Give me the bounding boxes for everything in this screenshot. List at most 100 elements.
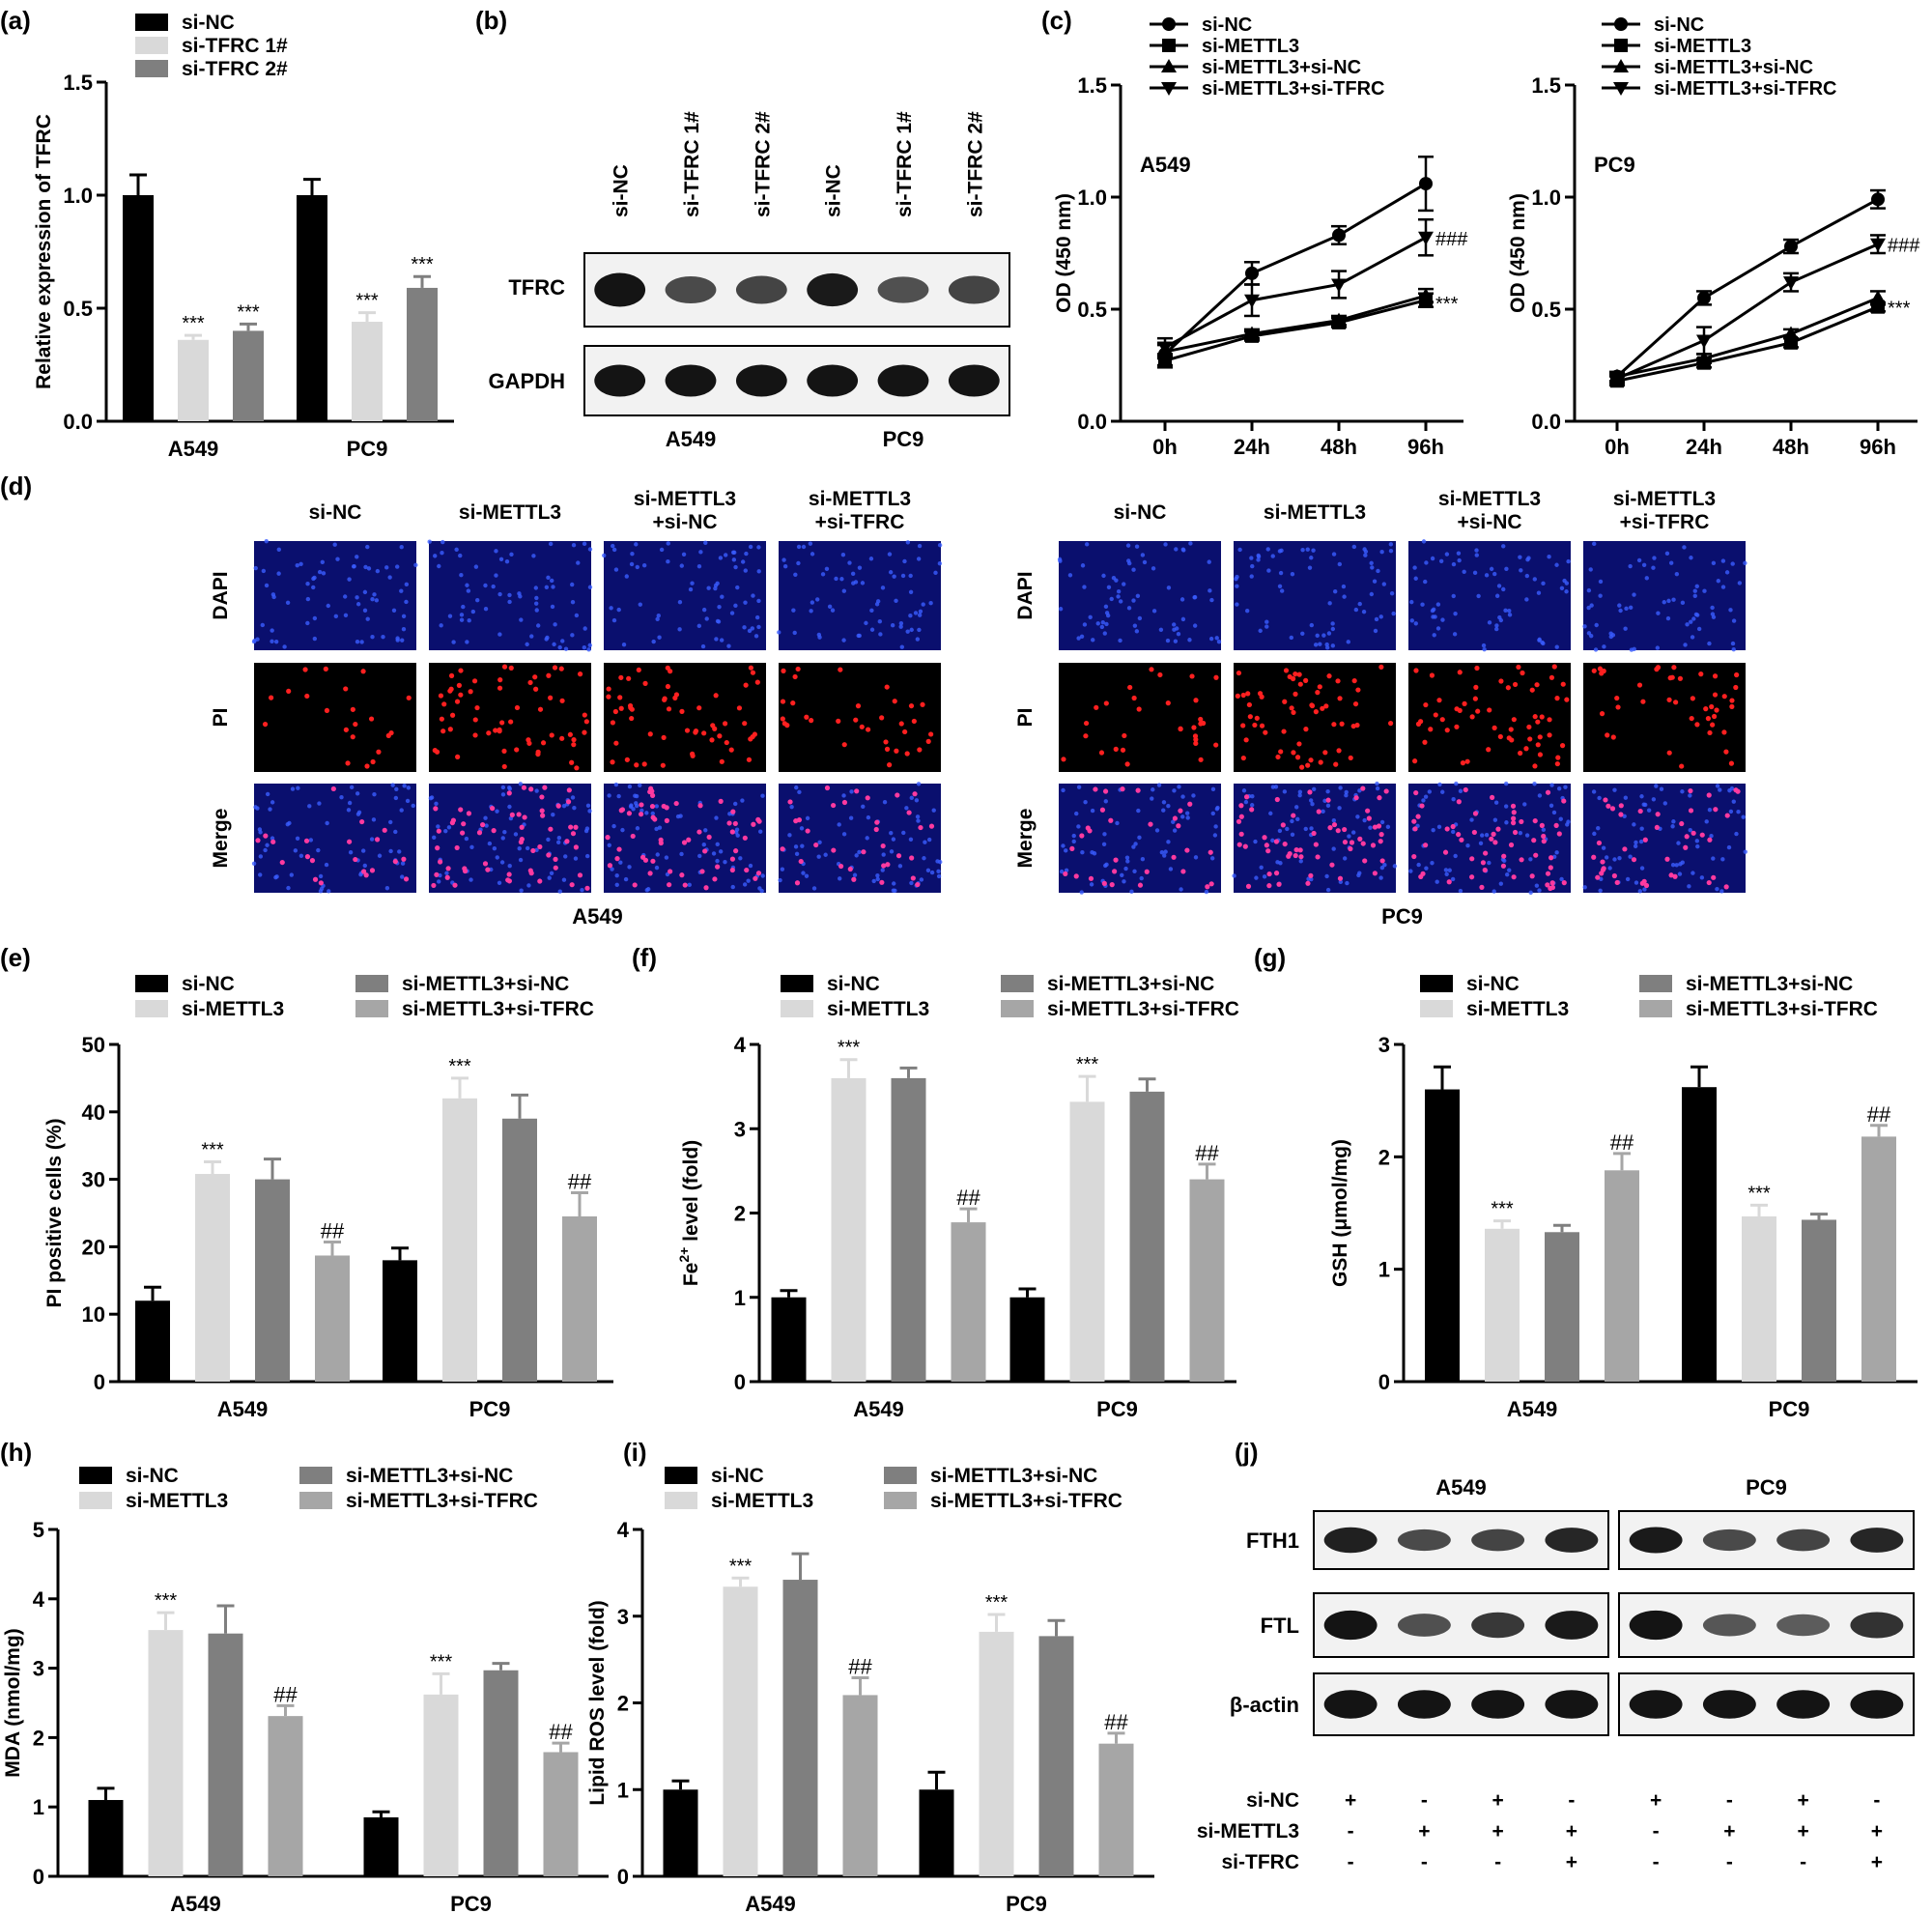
nucleus-dot (1659, 786, 1664, 791)
nucleus-dot (1116, 594, 1121, 599)
pi-dot (1723, 749, 1729, 755)
bar (891, 1077, 926, 1382)
nucleus-dot (733, 801, 738, 807)
bar (178, 339, 209, 421)
nucleus-dot (1300, 631, 1305, 636)
pi-dot (884, 746, 891, 752)
legend-swatch (884, 1492, 917, 1509)
y-axis-label: OD (450 nm) (1507, 193, 1529, 313)
nucleus-dot (1493, 800, 1499, 805)
bar (423, 1694, 459, 1876)
significance-mark: *** (155, 1590, 178, 1612)
nucleus-dot (1586, 605, 1591, 611)
pi-dot (1273, 871, 1280, 876)
legend-label: si-TFRC 2# (182, 58, 288, 80)
panel-label-e: (e) (0, 943, 31, 972)
pi-dot (1366, 815, 1372, 821)
nucleus-dot (1185, 815, 1190, 820)
pi-dot (836, 718, 841, 724)
nucleus-dot (1161, 800, 1167, 805)
nucleus-dot (428, 796, 434, 801)
pi-dot (661, 734, 667, 741)
pi-dot (1527, 736, 1533, 742)
pi-dot (1372, 871, 1378, 876)
nucleus-dot (550, 578, 554, 584)
nucleus-dot (731, 550, 737, 556)
pi-dot (1303, 677, 1309, 683)
nucleus-dot (634, 542, 639, 547)
nucleus-dot (688, 586, 694, 592)
pi-dot (1486, 747, 1492, 753)
nucleus-dot (1351, 544, 1357, 550)
treatment-sign: + (1492, 1820, 1503, 1843)
pi-dot (784, 723, 790, 728)
pi-dot (1293, 691, 1298, 697)
nucleus-dot (436, 824, 440, 829)
pi-dot (1355, 687, 1361, 693)
nucleus-dot (318, 873, 324, 879)
pi-dot (1510, 820, 1517, 826)
pi-dot (610, 759, 615, 765)
nucleus-dot (1474, 548, 1479, 553)
nucleus-dot (374, 598, 380, 603)
pi-dot (722, 721, 728, 727)
pi-dot (1511, 815, 1517, 821)
nucleus-dot (333, 614, 339, 619)
nucleus-dot (255, 806, 260, 811)
nucleus-dot (1453, 853, 1458, 859)
nucleus-dot (696, 623, 702, 629)
pi-dot (1561, 798, 1567, 804)
pi-dot (1600, 867, 1606, 872)
nucleus-dot (325, 820, 329, 826)
nucleus-dot (654, 804, 659, 809)
blot-band (1397, 1528, 1451, 1552)
nucleus-dot (666, 541, 670, 546)
pi-dot (516, 812, 522, 817)
pi-dot (1444, 826, 1450, 832)
pi-dot (1450, 823, 1456, 830)
row-label: GAPDH (489, 369, 565, 393)
nucleus-dot (677, 600, 683, 605)
panel-label-i: (i) (623, 1438, 647, 1467)
nucleus-dot (1361, 609, 1367, 614)
nucleus-dot (918, 609, 923, 614)
nucleus-dot (443, 828, 448, 834)
pi-dot (1423, 843, 1429, 848)
nucleus-dot (1373, 628, 1378, 634)
nucleus-dot (1095, 621, 1100, 626)
nucleus-dot (400, 874, 405, 879)
nucleus-dot (1067, 573, 1073, 578)
pi-dot (1535, 719, 1541, 725)
nucleus-dot (1074, 811, 1079, 816)
pi-dot (666, 706, 672, 712)
pi-dot (665, 683, 671, 690)
nucleus-dot (346, 808, 352, 813)
nucleus-dot (1375, 786, 1380, 791)
nucleus-dot (703, 540, 708, 546)
lane-label: si-TFRC 1# (894, 111, 916, 217)
pi-dot (1595, 874, 1601, 880)
significance-mark: *** (729, 1556, 753, 1577)
nucleus-dot (495, 809, 499, 814)
nucleus-dot (651, 639, 656, 644)
legend-label: si-METTL3+si-TFRC (930, 1490, 1122, 1512)
legend-label: si-METTL3 (711, 1490, 813, 1512)
legend-swatch (79, 1467, 112, 1484)
nucleus-dot (265, 843, 270, 847)
nucleus-dot (1372, 579, 1378, 584)
nucleus-dot (1355, 814, 1360, 819)
significance-mark: ## (549, 1720, 573, 1744)
nucleus-dot (875, 876, 880, 882)
blot-band (1702, 1690, 1756, 1719)
pi-dot (690, 751, 696, 757)
nucleus-dot (483, 607, 489, 612)
x-tick-label: PC9 (347, 437, 388, 461)
nucleus-dot (263, 847, 268, 853)
nucleus-dot (1208, 636, 1214, 642)
nucleus-dot (499, 860, 505, 865)
pi-dot (527, 868, 533, 873)
pi-dot (388, 729, 394, 736)
pi-dot (1734, 671, 1740, 678)
nucleus-dot (1259, 865, 1264, 870)
